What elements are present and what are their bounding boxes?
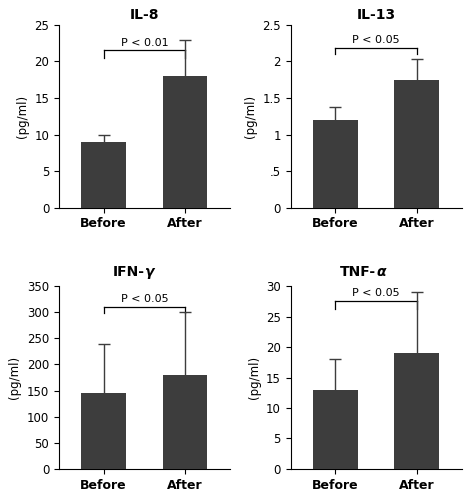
Title: IL-8: IL-8 xyxy=(130,8,159,22)
Text: α: α xyxy=(376,265,386,279)
Y-axis label: (pg/ml): (pg/ml) xyxy=(248,356,260,399)
Text: P < 0.05: P < 0.05 xyxy=(352,288,400,298)
Bar xyxy=(81,142,126,208)
Y-axis label: (pg/ml): (pg/ml) xyxy=(244,94,257,138)
Bar xyxy=(81,393,126,469)
Bar xyxy=(313,120,358,208)
Text: IFN-: IFN- xyxy=(112,265,144,279)
Bar xyxy=(163,375,207,469)
Text: γ: γ xyxy=(144,265,154,279)
Text: P < 0.05: P < 0.05 xyxy=(120,294,168,304)
Text: P < 0.05: P < 0.05 xyxy=(352,36,400,46)
Bar xyxy=(163,76,207,208)
Bar xyxy=(394,353,439,469)
Bar xyxy=(313,390,358,469)
Y-axis label: (pg/ml): (pg/ml) xyxy=(8,356,21,399)
Text: TNF-: TNF- xyxy=(340,265,376,279)
Title: IL-13: IL-13 xyxy=(357,8,396,22)
Y-axis label: (pg/ml): (pg/ml) xyxy=(16,94,29,138)
Text: P < 0.01: P < 0.01 xyxy=(120,38,168,48)
Bar xyxy=(394,80,439,208)
